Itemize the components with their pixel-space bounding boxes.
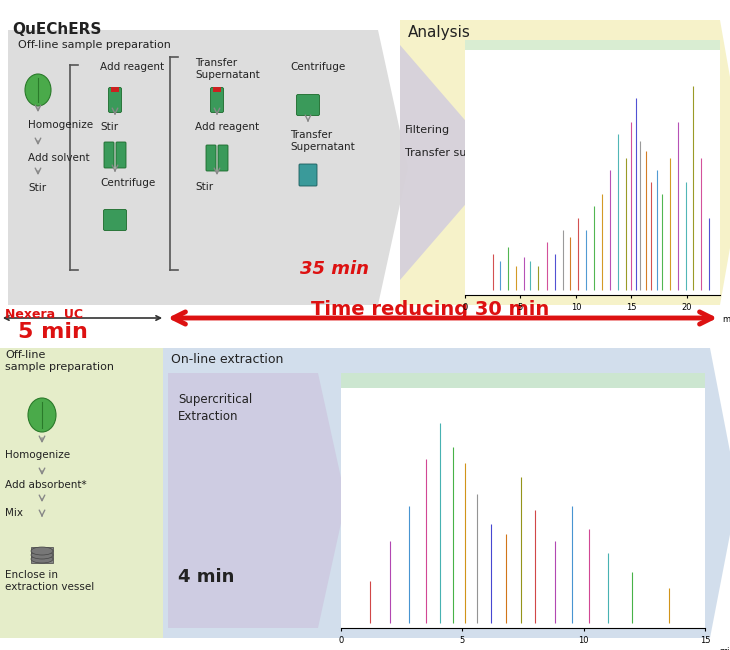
FancyBboxPatch shape [104,209,126,231]
Text: Stir: Stir [100,122,118,132]
Text: Analysis: Analysis [408,25,471,40]
Text: Homogenize: Homogenize [5,450,70,460]
Text: Transfer
Supernatant: Transfer Supernatant [290,130,355,151]
FancyBboxPatch shape [218,145,228,171]
Text: 4 min: 4 min [178,568,234,586]
Text: Homogenize: Homogenize [28,120,93,130]
Text: 5 min: 5 min [18,322,88,342]
Text: QuEChERS: QuEChERS [12,22,101,37]
Polygon shape [168,373,346,628]
Text: Add reagent: Add reagent [100,62,164,72]
FancyBboxPatch shape [210,88,223,112]
Bar [341,373,705,628]
Text: Off-line sample preparation: Off-line sample preparation [18,40,171,50]
Text: Stir: Stir [195,182,213,192]
FancyBboxPatch shape [104,142,114,168]
Text: Centrifuge: Centrifuge [290,62,345,72]
Polygon shape [8,30,408,305]
Text: Stir: Stir [28,183,46,193]
FancyBboxPatch shape [206,145,216,171]
Text: Transfer supernatant: Transfer supernatant [405,148,521,158]
Text: 35 min: 35 min [300,260,369,278]
Bar [0,348,163,638]
Text: Nexera  UC: Nexera UC [5,308,83,321]
FancyBboxPatch shape [299,164,317,186]
Bar [31,547,53,563]
Ellipse shape [31,551,53,559]
Ellipse shape [31,555,53,563]
Text: Mix: Mix [5,508,23,518]
Text: Filtering: Filtering [405,125,450,135]
Ellipse shape [28,398,56,432]
FancyBboxPatch shape [116,142,126,168]
Text: Enclose in
extraction vessel: Enclose in extraction vessel [5,570,94,592]
Text: Time reducing 30 min: Time reducing 30 min [311,300,549,319]
Text: Centrifuge: Centrifuge [100,178,155,188]
Bar [111,87,119,92]
Polygon shape [400,20,730,305]
Text: On-line extraction: On-line extraction [171,353,283,366]
Text: Add absorbent*: Add absorbent* [5,480,87,490]
Bar [213,87,221,92]
X-axis label: min: min [719,647,730,650]
FancyBboxPatch shape [109,88,121,112]
Ellipse shape [31,547,53,555]
Text: Add solvent: Add solvent [28,153,90,163]
Polygon shape [163,348,730,638]
Text: Add reagent: Add reagent [195,122,259,132]
Polygon shape [400,45,500,280]
Text: Off-line
sample preparation: Off-line sample preparation [5,350,114,372]
X-axis label: min: min [722,315,730,324]
Text: Transfer
Supernatant: Transfer Supernatant [195,58,260,79]
FancyBboxPatch shape [296,94,320,116]
Text: Supercritical
Extraction: Supercritical Extraction [178,393,253,423]
Ellipse shape [25,74,51,106]
Bar [465,40,720,295]
